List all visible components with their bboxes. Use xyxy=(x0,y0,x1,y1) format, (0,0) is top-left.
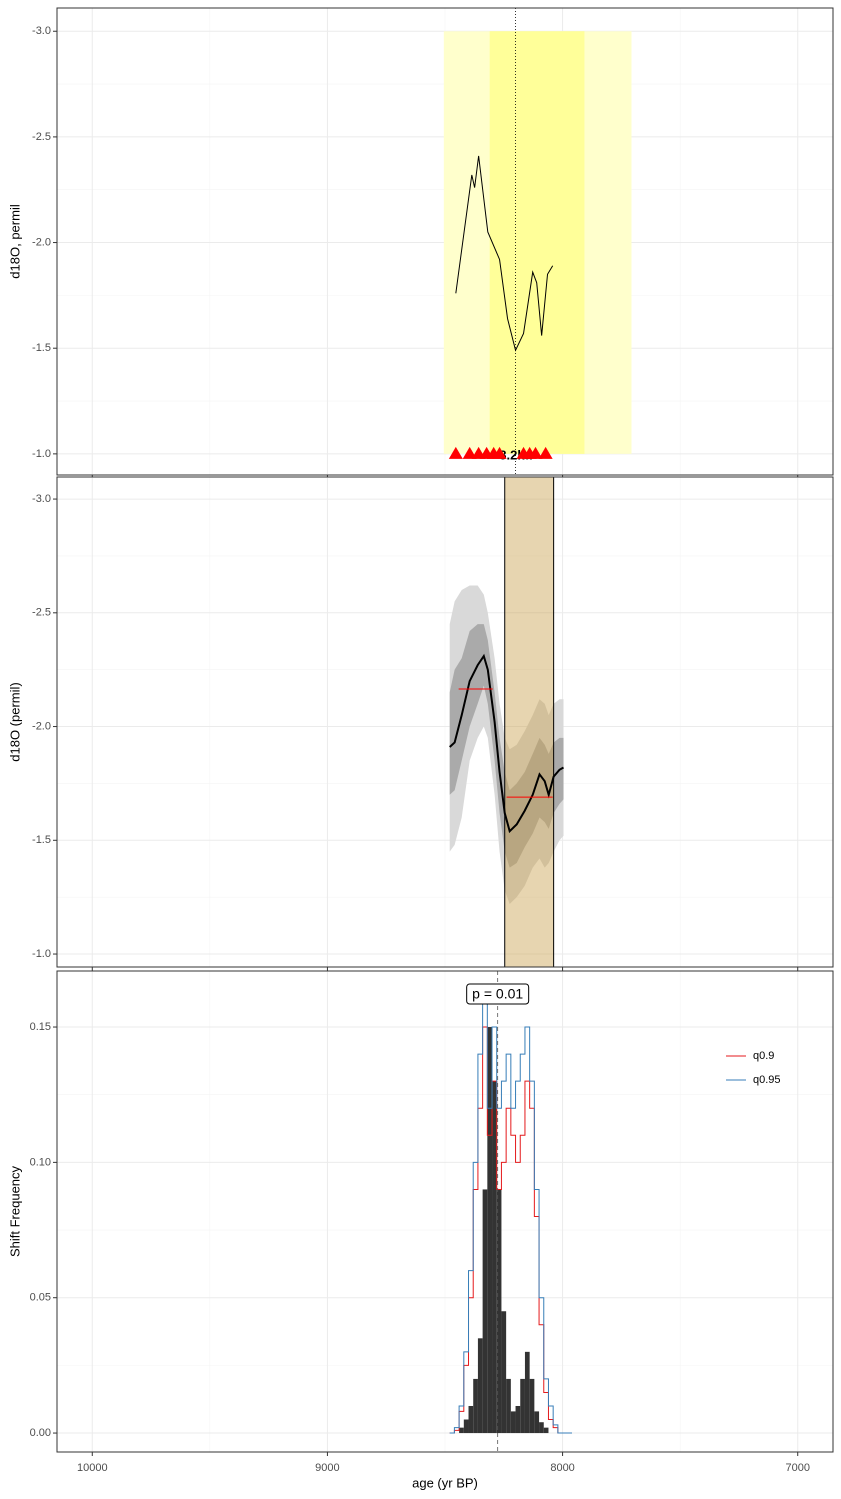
y-axis-title: d18O, permil xyxy=(7,204,22,279)
histogram-bar xyxy=(468,1405,474,1434)
histogram-bar xyxy=(543,1427,549,1434)
histogram-bar xyxy=(463,1419,469,1434)
histogram-bar xyxy=(473,1378,478,1434)
y-tick-label: 0.00 xyxy=(30,1427,51,1439)
y-tick-label: -3.0 xyxy=(32,493,51,505)
y-tick-label: 0.05 xyxy=(30,1292,51,1304)
y-tick-label: -1.5 xyxy=(32,834,51,846)
histogram-bar xyxy=(539,1422,544,1434)
histogram-bar xyxy=(492,1081,497,1434)
confidence-ribbon xyxy=(449,624,564,868)
histogram-bar xyxy=(459,1427,464,1434)
y-tick-label: -3.0 xyxy=(32,25,51,37)
sample-marker xyxy=(462,446,477,459)
annotation: p = 0.01 xyxy=(472,986,523,1002)
data-line xyxy=(455,155,554,352)
sample-marker xyxy=(538,446,553,459)
y-tick-label: -2.0 xyxy=(32,236,51,248)
x-axis-title: age (yr BP) xyxy=(412,1475,478,1490)
legend-label: q0.95 xyxy=(753,1074,781,1086)
y-axis-title: d18O (permil) xyxy=(7,682,22,761)
mean-line xyxy=(449,653,565,834)
legend-label: q0.9 xyxy=(753,1050,774,1062)
histogram-bar xyxy=(520,1378,525,1434)
sample-marker xyxy=(492,446,507,459)
event-shade xyxy=(504,476,555,968)
panel-border xyxy=(56,7,834,476)
y-tick-label: 0.10 xyxy=(30,1156,51,1168)
y-tick-label: 0.15 xyxy=(30,1021,51,1033)
highlight-band xyxy=(489,31,585,454)
histogram-bar xyxy=(506,1378,511,1434)
histogram-bar xyxy=(501,1311,507,1434)
y-tick-label: -2.5 xyxy=(32,131,51,143)
histogram-bar xyxy=(534,1411,540,1434)
step-line xyxy=(449,999,572,1434)
histogram-bar xyxy=(524,1351,530,1434)
histogram-bar xyxy=(510,1411,516,1434)
histogram-bar xyxy=(515,1405,521,1434)
histogram-bar xyxy=(496,1189,502,1434)
panel-border xyxy=(56,970,834,1453)
histogram-bar xyxy=(477,1338,483,1434)
x-tick-label: 9000 xyxy=(315,1462,339,1474)
histogram-bar xyxy=(529,1378,535,1434)
step-line xyxy=(449,1026,572,1434)
annotation-box xyxy=(466,983,530,1005)
y-tick-label: -1.5 xyxy=(32,342,51,354)
y-tick-label: -2.0 xyxy=(32,720,51,732)
histogram-bar xyxy=(482,1189,488,1434)
y-axis-title: Shift Frequency xyxy=(7,1165,22,1257)
y-tick-label: -1.0 xyxy=(32,948,51,960)
x-tick-label: 10000 xyxy=(77,1462,108,1474)
x-tick-label: 8000 xyxy=(550,1462,574,1474)
y-tick-label: -2.5 xyxy=(32,607,51,619)
sample-marker xyxy=(448,446,463,459)
y-tick-label: -1.0 xyxy=(32,448,51,460)
histogram-bar xyxy=(487,1027,493,1434)
x-tick-label: 7000 xyxy=(785,1462,809,1474)
panel-border xyxy=(56,476,834,968)
sample-marker xyxy=(528,446,543,459)
